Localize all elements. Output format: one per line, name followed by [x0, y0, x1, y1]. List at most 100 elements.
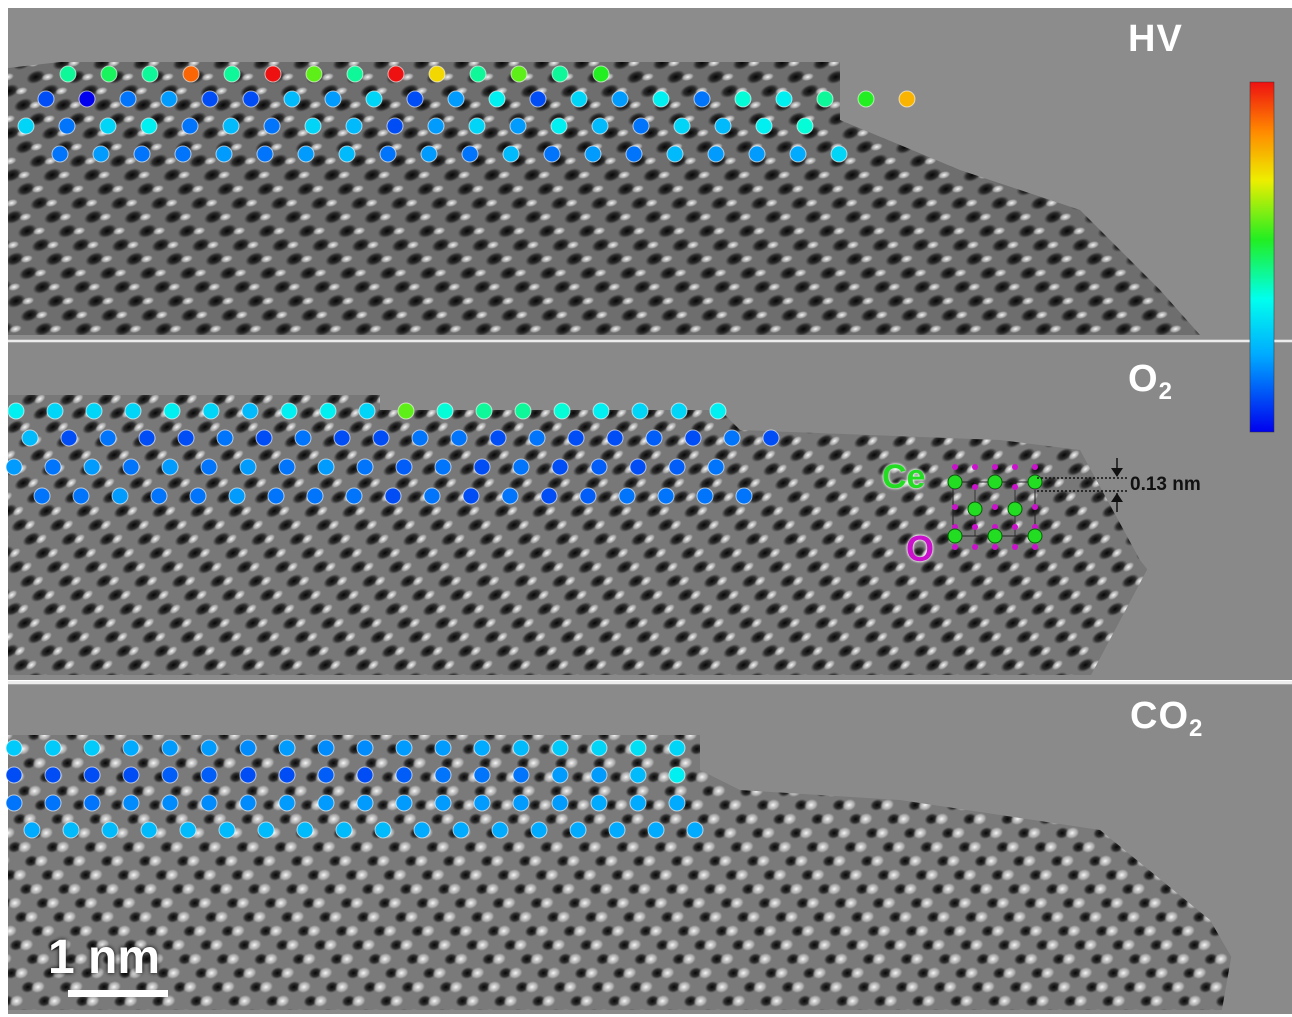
surface-atom: [92, 145, 110, 163]
cerium-atom: [987, 474, 1003, 490]
cerium-atom: [987, 528, 1003, 544]
oxygen-atom: [972, 484, 978, 490]
surface-atom: [645, 429, 663, 447]
surface-atom: [530, 821, 548, 839]
surface-atom: [491, 821, 509, 839]
surface-atom: [379, 145, 397, 163]
surface-atom: [590, 766, 608, 784]
surface-atom: [468, 117, 486, 135]
surface-atom: [335, 821, 353, 839]
surface-atom: [200, 458, 218, 476]
surface-atom: [242, 90, 260, 108]
oxygen-atom: [1012, 484, 1018, 490]
surface-atom: [338, 145, 356, 163]
surface-atom: [161, 458, 179, 476]
surface-atom: [100, 65, 118, 83]
surface-atom: [796, 117, 814, 135]
oxygen-atom: [972, 544, 978, 550]
surface-atom: [631, 402, 649, 420]
surface-atom: [473, 739, 491, 757]
surface-atom: [33, 487, 51, 505]
surface-atom: [5, 766, 23, 784]
surface-atom: [514, 402, 532, 420]
surface-atom: [461, 145, 479, 163]
surface-atom: [473, 766, 491, 784]
surface-atom: [122, 794, 140, 812]
surface-atom: [395, 766, 413, 784]
surface-atom: [551, 739, 569, 757]
surface-atom: [462, 487, 480, 505]
surface-atom: [427, 117, 445, 135]
surface-atom: [684, 429, 702, 447]
surface-atom: [83, 794, 101, 812]
surface-atom: [83, 766, 101, 784]
oxygen-atom: [1032, 524, 1038, 530]
surface-atoms-hv: [17, 65, 916, 163]
surface-atom: [569, 821, 587, 839]
surface-atom: [241, 402, 259, 420]
surface-atom: [72, 487, 90, 505]
surface-atom: [540, 487, 558, 505]
surface-atom: [21, 429, 39, 447]
surface-atom: [317, 739, 335, 757]
surface-atom: [666, 145, 684, 163]
oxygen-atom: [952, 524, 958, 530]
surface-atom: [161, 794, 179, 812]
oxygen-atom: [992, 524, 998, 530]
surface-atom: [140, 117, 158, 135]
surface-atom: [51, 145, 69, 163]
surface-atom: [707, 458, 725, 476]
surface-atom: [857, 90, 875, 108]
surface-atom: [202, 402, 220, 420]
oxygen-atom: [952, 504, 958, 510]
surface-atom: [384, 487, 402, 505]
ceo2-model-inset: [947, 458, 1128, 550]
surface-atom: [239, 766, 257, 784]
surface-atom: [59, 65, 77, 83]
surface-atom: [99, 429, 117, 447]
surface-atom: [44, 794, 62, 812]
surface-atom: [356, 739, 374, 757]
surface-atom: [345, 487, 363, 505]
surface-atom: [200, 794, 218, 812]
surface-atom: [714, 117, 732, 135]
surface-atom: [395, 458, 413, 476]
surface-atom: [264, 65, 282, 83]
oxygen-atom: [972, 524, 978, 530]
surface-atom: [529, 90, 547, 108]
o-atom-label: O: [906, 528, 935, 569]
surface-atom: [263, 117, 281, 135]
surface-atom: [239, 739, 257, 757]
surface-atom: [512, 766, 530, 784]
ce-atom-label: Ce: [882, 458, 926, 496]
surface-atom: [469, 65, 487, 83]
surface-atom: [200, 739, 218, 757]
surface-atom: [502, 145, 520, 163]
surface-atom: [686, 821, 704, 839]
surface-atom: [447, 90, 465, 108]
surface-atom: [5, 458, 23, 476]
surface-atom: [629, 739, 647, 757]
surface-atom: [590, 794, 608, 812]
surface-atom: [317, 458, 335, 476]
surface-atom: [319, 402, 337, 420]
lattice-spacing-label: 0.13 nm: [1130, 474, 1201, 495]
surface-atom: [723, 429, 741, 447]
surface-atom: [591, 117, 609, 135]
oxygen-atom: [1032, 544, 1038, 550]
surface-atom: [304, 117, 322, 135]
surface-atom: [374, 821, 392, 839]
surface-atom: [528, 429, 546, 447]
surface-atom: [473, 794, 491, 812]
surface-atom: [420, 145, 438, 163]
surface-atom: [428, 65, 446, 83]
surface-atom: [222, 117, 240, 135]
surface-atom: [140, 821, 158, 839]
surface-atom: [411, 429, 429, 447]
surface-atom: [124, 402, 142, 420]
surface-atom: [668, 766, 686, 784]
surface-atom: [608, 821, 626, 839]
surface-atom: [122, 739, 140, 757]
panel-label-hv: HV: [1128, 18, 1183, 60]
surface-atom: [734, 90, 752, 108]
